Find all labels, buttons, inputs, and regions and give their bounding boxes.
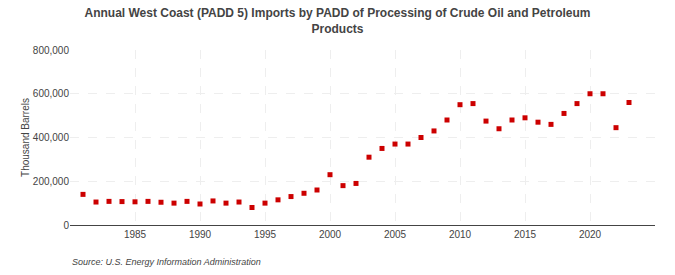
svg-text:2005: 2005 <box>384 229 407 240</box>
svg-text:200,000: 200,000 <box>33 176 70 187</box>
svg-text:1995: 1995 <box>254 229 277 240</box>
svg-text:2020: 2020 <box>579 229 602 240</box>
svg-text:2010: 2010 <box>449 229 472 240</box>
svg-text:400,000: 400,000 <box>33 132 70 143</box>
svg-text:1985: 1985 <box>124 229 147 240</box>
svg-text:Thousand Barrels: Thousand Barrels <box>20 98 31 177</box>
svg-text:Source: U.S. Energy Informatio: Source: U.S. Energy Information Administ… <box>72 257 261 267</box>
svg-text:2015: 2015 <box>514 229 537 240</box>
svg-text:2000: 2000 <box>319 229 342 240</box>
svg-text:800,000: 800,000 <box>33 45 70 56</box>
svg-text:0: 0 <box>63 220 69 231</box>
svg-text:Annual West Coast (PADD 5) Imp: Annual West Coast (PADD 5) Imports by PA… <box>84 6 590 36</box>
svg-text:1990: 1990 <box>189 229 212 240</box>
svg-text:600,000: 600,000 <box>33 88 70 99</box>
